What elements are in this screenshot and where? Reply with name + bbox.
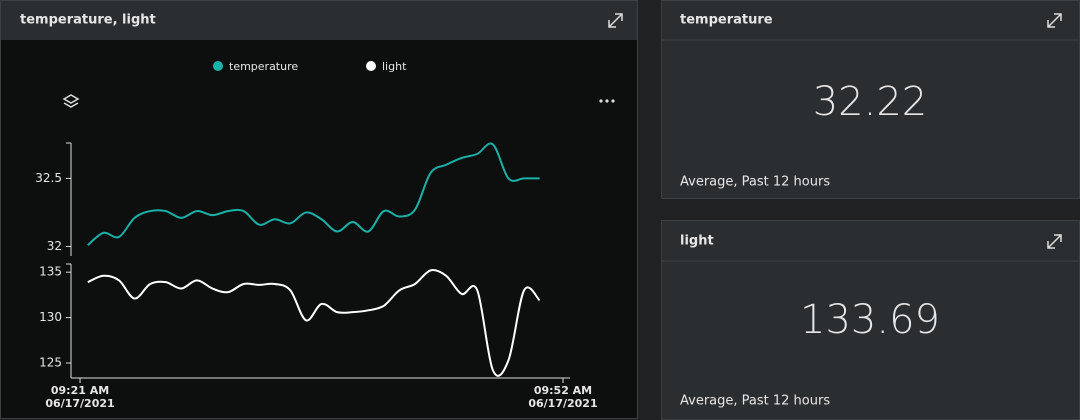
y-tick-label: 32 (47, 239, 62, 253)
expand-icon[interactable] (1047, 234, 1062, 249)
y-tick-label: 32.5 (35, 171, 62, 185)
y-tick-label: 135 (39, 265, 62, 279)
chart-area (1, 40, 637, 418)
legend-label: light (382, 60, 407, 73)
y-tick-label: 130 (39, 310, 62, 324)
x-tick-label: 06/17/2021 (45, 397, 114, 410)
x-tick-label: 09:21 AM (51, 384, 109, 397)
tile-footer: Average, Past 12 hours (680, 394, 830, 409)
more-icon[interactable] (599, 99, 615, 103)
series-line (87, 142, 540, 246)
legend-marker (213, 61, 223, 71)
tile (661, 0, 1080, 199)
tile-title: light (680, 234, 714, 249)
tile (661, 220, 1080, 420)
tile-title: temperature (680, 13, 773, 28)
tile-value: 32.22 (813, 79, 928, 125)
x-tick-label: 06/17/2021 (528, 397, 597, 410)
expand-icon[interactable] (608, 13, 623, 28)
series-line (87, 269, 541, 377)
legend-label: temperature (229, 60, 298, 73)
legend-marker (366, 61, 376, 71)
tile-footer: Average, Past 12 hours (680, 175, 830, 190)
x-tick-label: 09:52 AM (534, 384, 592, 397)
y-tick-label: 125 (39, 356, 62, 370)
expand-icon[interactable] (1047, 13, 1062, 28)
layers-icon[interactable] (62, 94, 80, 108)
tile-title: temperature, light (20, 13, 156, 28)
tile-value: 133.69 (800, 297, 940, 343)
